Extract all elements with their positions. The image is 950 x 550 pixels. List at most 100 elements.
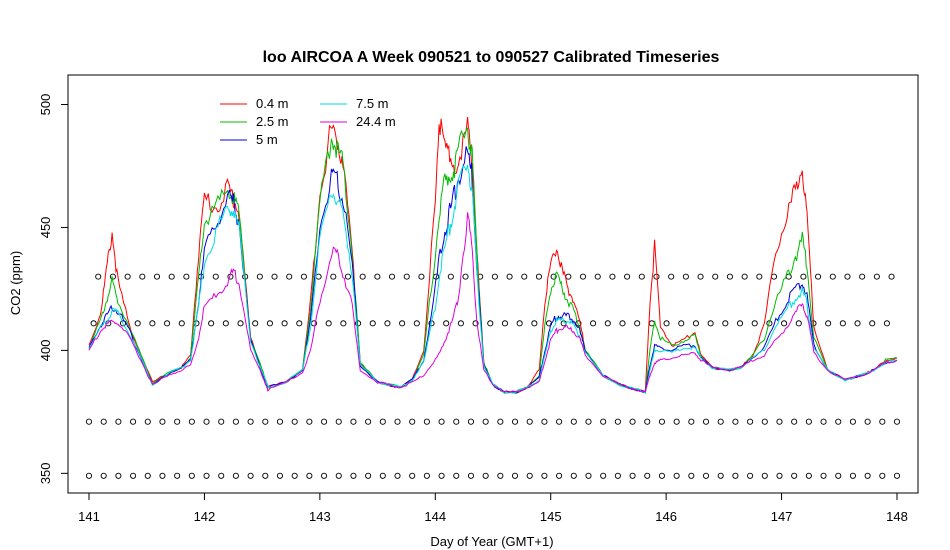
flag-marker [350, 418, 357, 425]
flag-marker [600, 472, 607, 479]
flag-marker [501, 320, 509, 327]
flag-marker [692, 320, 699, 327]
flag-marker [247, 472, 254, 479]
flag-marker [859, 273, 866, 280]
flag-marker [472, 320, 479, 327]
flag-marker [447, 273, 454, 280]
flag-marker [237, 320, 244, 327]
flag-marker [673, 472, 680, 479]
flag-marker [409, 418, 416, 425]
flag-marker [839, 320, 846, 327]
flag-marker [394, 472, 401, 479]
flag-marker [321, 418, 328, 425]
flag-marker [688, 418, 695, 425]
flag-marker [384, 320, 391, 327]
flag-marker [682, 273, 689, 280]
flag-marker [854, 320, 861, 327]
flag-marker [751, 320, 758, 327]
flag-marker [732, 472, 739, 479]
x-tick-label: 143 [309, 509, 331, 524]
legend: 0.4 m 2.5 m 5 m 7.5 m 24.4 m [220, 96, 396, 147]
legend-label: 7.5 m [356, 96, 389, 111]
flag-marker [776, 418, 783, 425]
flag-marker [409, 472, 416, 479]
flag-marker [335, 472, 342, 479]
flag-marker [85, 418, 93, 425]
flag-marker [747, 418, 754, 425]
flag-marker [90, 320, 97, 327]
flag-marker [506, 273, 513, 280]
flag-marker [188, 472, 195, 479]
flag-marker [550, 273, 557, 280]
flag-markers [85, 273, 901, 479]
flag-marker [487, 320, 494, 327]
flag-marker [296, 320, 303, 327]
y-tick-label: 400 [38, 340, 53, 362]
flag-marker [438, 472, 445, 479]
flag-marker [805, 418, 812, 425]
flag-marker [800, 273, 807, 280]
flag-marker [673, 418, 680, 425]
flag-marker [85, 472, 93, 479]
flag-marker [124, 273, 131, 280]
legend-label: 2.5 m [256, 114, 289, 129]
flag-marker [115, 472, 122, 479]
flag-marker [668, 273, 675, 280]
flag-marker [541, 418, 548, 425]
flag-marker [344, 273, 352, 280]
legend-label: 24.4 m [356, 114, 396, 129]
flag-marker [115, 418, 122, 425]
flag-marker [702, 472, 710, 479]
flag-marker [629, 472, 636, 479]
flag-marker [747, 472, 754, 479]
series-line-24-4-m [88, 212, 898, 394]
flag-marker [394, 418, 401, 425]
flag-marker [168, 273, 175, 280]
flag-marker [453, 472, 460, 479]
flag-marker [423, 418, 430, 425]
flag-marker [556, 472, 563, 479]
flag-marker [791, 418, 798, 425]
series-line-0-4-m [88, 117, 898, 394]
flag-marker [159, 472, 166, 479]
flag-marker [365, 472, 372, 479]
legend-label: 0.4 m [256, 96, 289, 111]
flag-marker [726, 273, 733, 280]
flag-marker [849, 418, 856, 425]
flag-marker [619, 320, 626, 327]
flag-marker [526, 472, 533, 479]
flag-marker [359, 273, 366, 280]
flag-marker [781, 320, 788, 327]
flag-marker [614, 472, 621, 479]
series-line-5-m [88, 146, 898, 394]
flag-marker [203, 418, 210, 425]
flag-marker [291, 418, 298, 425]
flag-marker [741, 273, 748, 280]
flag-marker [174, 418, 181, 425]
flag-marker [697, 273, 704, 280]
flag-marker [893, 418, 901, 425]
flag-marker [820, 472, 827, 479]
y-axis: 350 400 450 500 [38, 94, 68, 484]
series-lines [88, 117, 898, 395]
flag-marker [262, 472, 269, 479]
flag-marker [658, 472, 665, 479]
flag-marker [722, 320, 729, 327]
flag-marker [453, 418, 460, 425]
flag-marker [130, 472, 137, 479]
flag-marker [883, 320, 890, 327]
flag-marker [300, 273, 307, 280]
flag-marker [556, 418, 563, 425]
flag-marker [604, 320, 611, 327]
flag-marker [521, 273, 528, 280]
flag-marker [864, 418, 871, 425]
series-line-2-5-m [88, 127, 898, 394]
x-tick-label: 144 [424, 509, 446, 524]
flag-marker [340, 320, 347, 327]
flag-marker [888, 273, 895, 280]
flag-marker [531, 320, 538, 327]
flag-marker [247, 418, 254, 425]
flag-marker [335, 418, 342, 425]
flag-marker [365, 418, 372, 425]
